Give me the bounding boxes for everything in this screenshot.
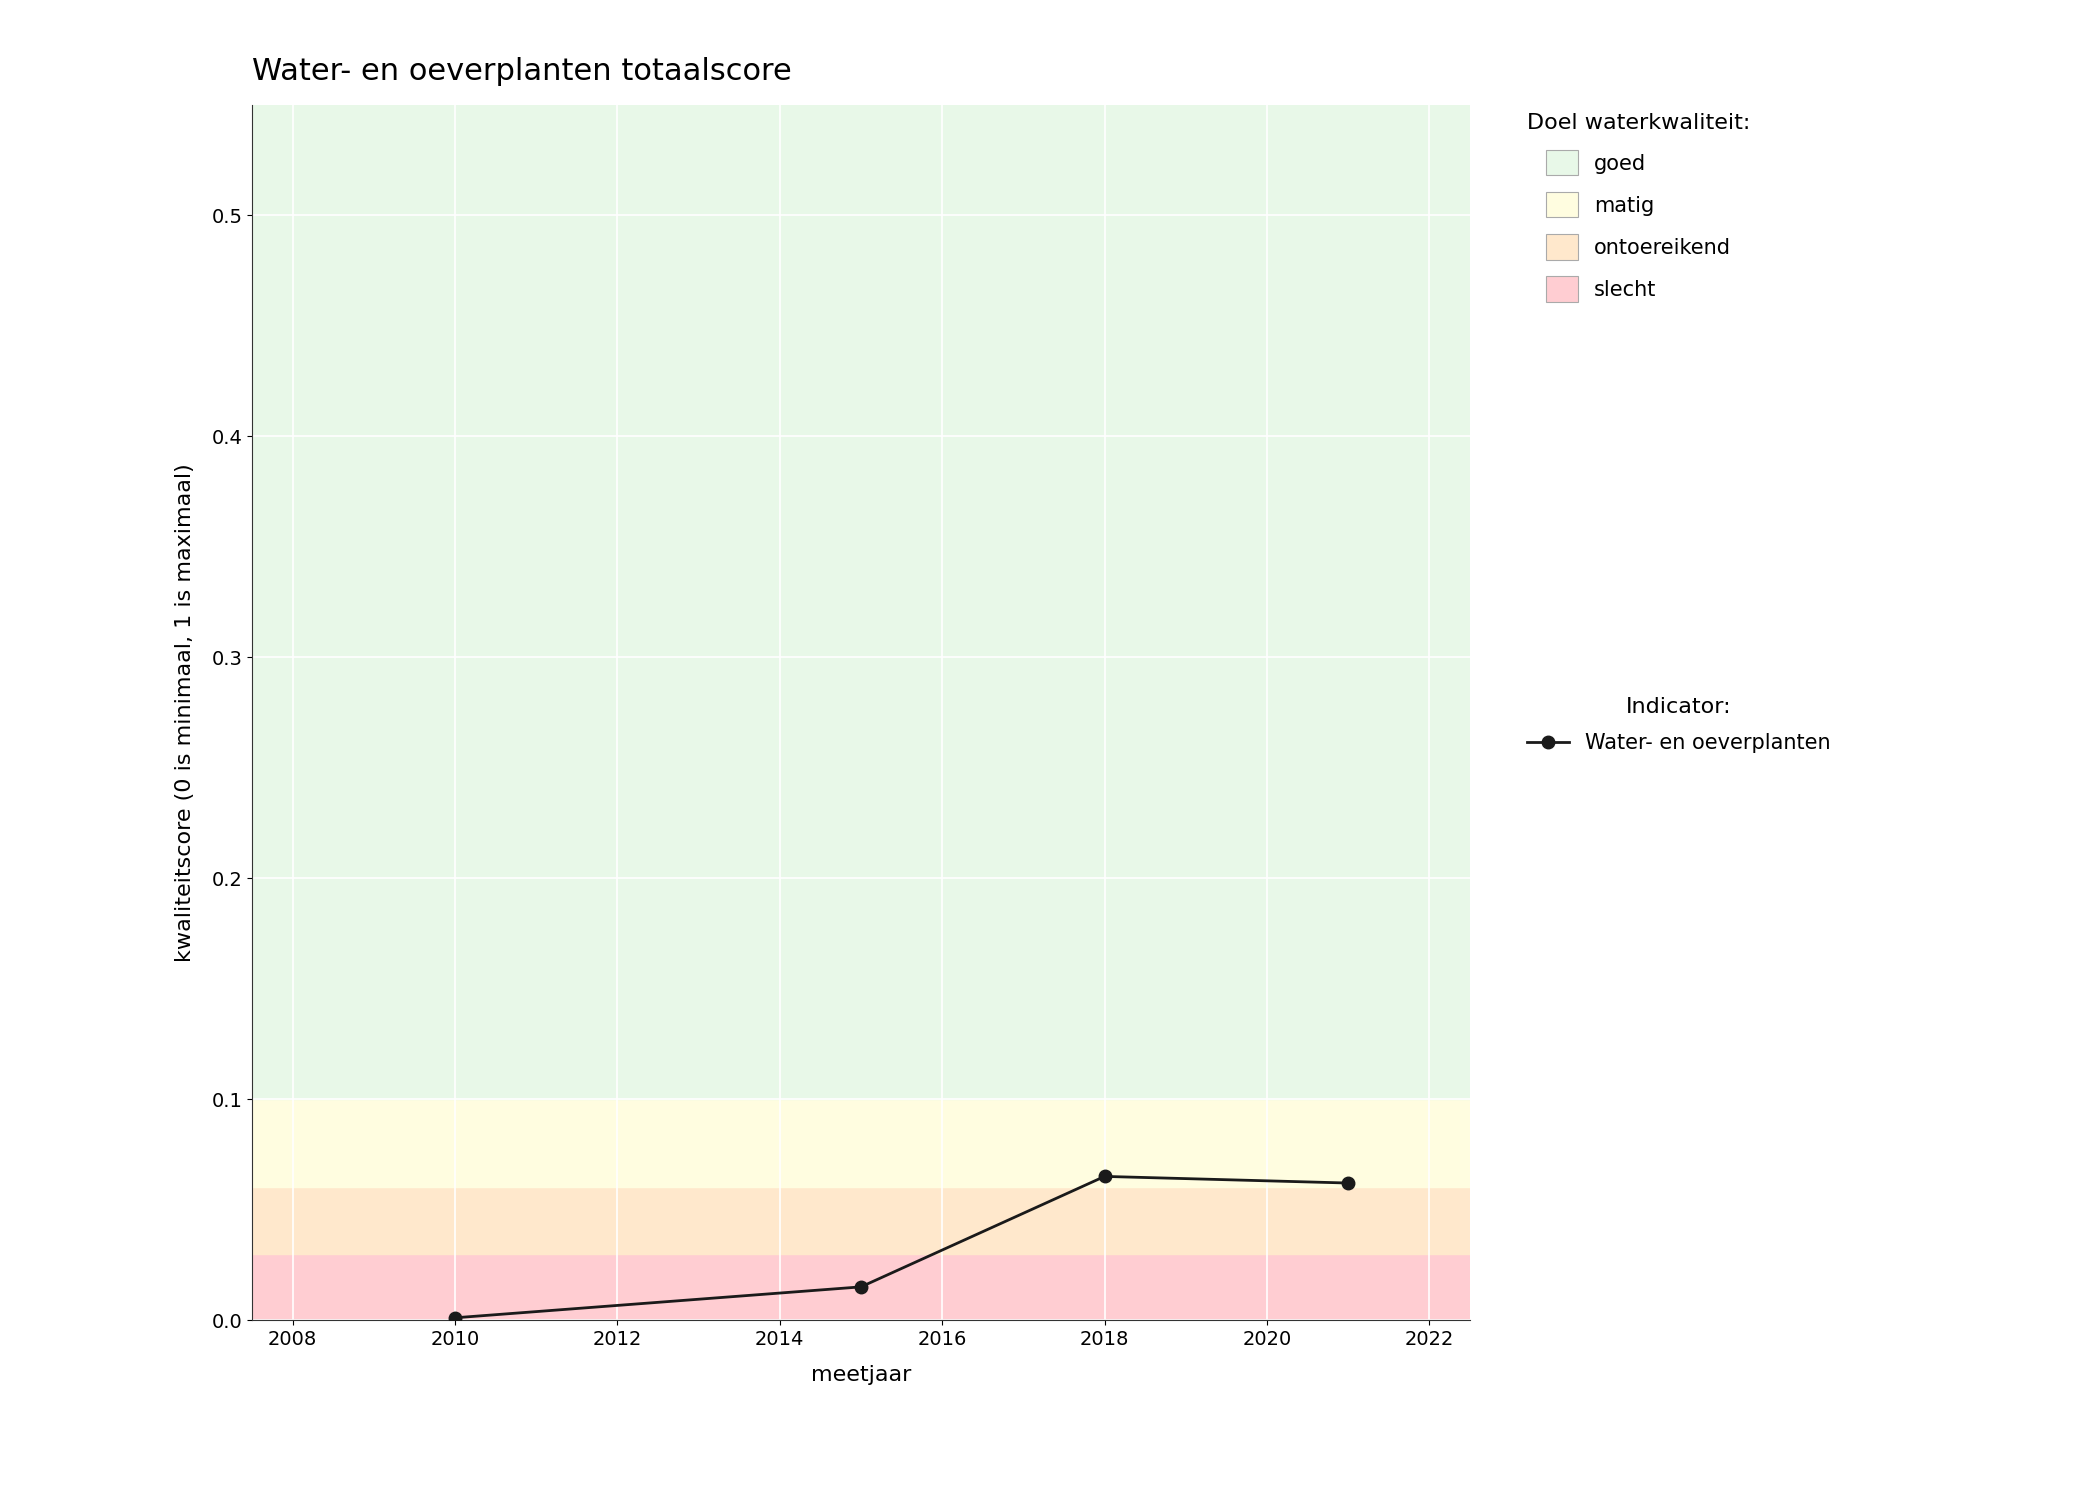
Text: Water- en oeverplanten totaalscore: Water- en oeverplanten totaalscore — [252, 57, 792, 86]
X-axis label: meetjaar: meetjaar — [811, 1365, 911, 1386]
Bar — [252, 105, 1470, 1100]
Bar — [252, 1254, 1470, 1320]
Bar — [252, 1188, 1470, 1254]
Y-axis label: kwaliteitscore (0 is minimaal, 1 is maximaal): kwaliteitscore (0 is minimaal, 1 is maxi… — [174, 464, 195, 962]
Legend: Water- en oeverplanten: Water- en oeverplanten — [1518, 688, 1840, 762]
Bar — [252, 1100, 1470, 1188]
